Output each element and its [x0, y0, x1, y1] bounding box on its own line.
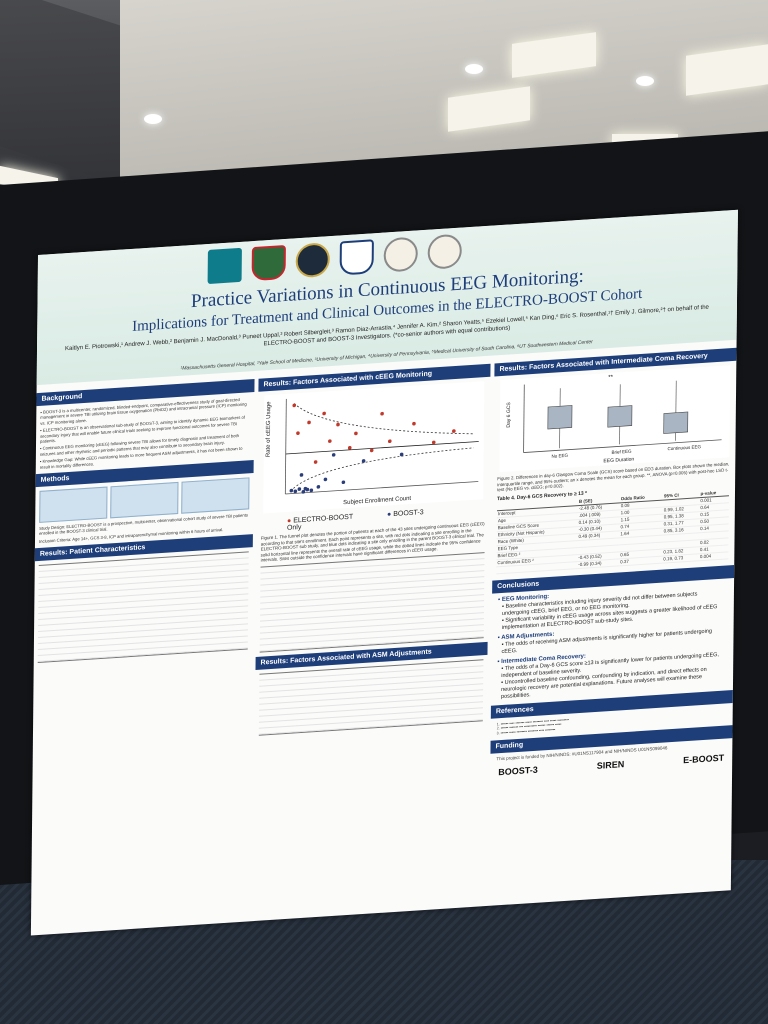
left-column: Background ▪ BOOST-3 is a multicenter, r…	[34, 378, 255, 667]
funnel-site-point	[292, 403, 297, 408]
box-iqr	[663, 411, 689, 434]
box-cat-1: Brief EEG	[611, 449, 632, 455]
background-text: ▪ BOOST-3 is a multicenter, randomized, …	[39, 396, 247, 470]
funnel-site-point	[328, 439, 332, 443]
funnel-site-point	[309, 488, 314, 493]
funnel-site-point	[369, 448, 374, 453]
methods-box	[39, 486, 108, 523]
research-poster: Practice Variations in Continuous EEG Mo…	[30, 209, 738, 936]
funnel-site-point	[347, 446, 352, 450]
funnel-site-point	[296, 431, 300, 435]
right-column: Results: Factors Associated with Interme…	[490, 347, 737, 784]
downlight	[636, 76, 654, 86]
funnel-site-point	[412, 421, 416, 426]
utsw-seal-logo	[427, 233, 462, 270]
methods-box	[181, 477, 250, 514]
box-iqr	[547, 405, 573, 430]
funnel-ylabel: Rate of cEEG Usage	[266, 401, 273, 458]
funnel-site-point	[431, 440, 436, 445]
funnel-site-point	[305, 487, 310, 492]
funnel-site-point	[336, 422, 340, 427]
funnel-site-point	[341, 480, 346, 485]
box-xlabel: EEG Duration	[603, 456, 634, 464]
coma-regression-table: B (SE) Odds Ratio 95% CI p-value Intercept -2…	[496, 488, 730, 574]
patient-characteristics-table	[37, 551, 249, 664]
conclusions-list: ▪ EEG Monitoring: ▪ Baseline characterist…	[491, 582, 734, 702]
funnel-site-point	[354, 431, 358, 436]
gcs-boxplot: ** No EEG Brief EEG Continuous EEG EEG D…	[499, 365, 731, 473]
svg-text:**: **	[608, 375, 613, 381]
ceeg-regression-table	[259, 552, 485, 653]
funnel-site-point	[387, 439, 392, 444]
funnel-site-point	[307, 420, 311, 425]
box-ylabel: Day 6 GCS	[506, 401, 512, 427]
box-iqr	[607, 405, 633, 428]
funnel-plot-svg: Rate of cEEG Usage Subject Enrollment Co…	[266, 398, 479, 506]
box-cat-0: No EEG	[551, 453, 568, 459]
funnel-site-point	[399, 452, 404, 457]
mgh-logo	[207, 247, 242, 285]
funnel-site-point	[299, 473, 304, 477]
boost3-logo: BOOST-3	[498, 764, 538, 778]
musc-seal-logo	[383, 236, 418, 273]
funnel-site-point	[380, 411, 384, 416]
asm-regression-table	[258, 659, 484, 736]
funnel-site-point	[323, 477, 328, 482]
funnel-site-point	[322, 411, 326, 416]
middle-column: Results: Factors Associated with cEEG Mo…	[255, 363, 491, 739]
funnel-site-point	[289, 488, 294, 493]
funnel-site-point	[301, 490, 306, 494]
funnel-site-point	[313, 460, 318, 464]
box-cat-2: Continuous EEG	[667, 444, 701, 451]
funnel-site-point	[316, 485, 321, 489]
gcs-boxplot-svg: ** No EEG Brief EEG Continuous EEG EEG D…	[506, 375, 722, 464]
downlight	[465, 64, 483, 74]
funnel-plot: Rate of cEEG Usage Subject Enrollment Co…	[263, 381, 485, 514]
eboost-logo: E-BOOST	[683, 752, 725, 766]
funnel-site-point	[452, 429, 456, 433]
funnel-site-point	[297, 487, 302, 491]
methods-box	[110, 481, 179, 519]
funnel-xlabel: Subject Enrollment Count	[343, 496, 411, 506]
siren-logo: SIREN	[596, 759, 625, 772]
funnel-site-point	[361, 459, 366, 463]
funnel-site-point	[331, 453, 336, 457]
michigan-seal-logo	[295, 242, 330, 279]
penn-shield-logo	[339, 239, 374, 276]
downlight	[144, 114, 162, 124]
funnel-site-point	[293, 489, 298, 494]
yale-shield-logo	[251, 244, 286, 282]
